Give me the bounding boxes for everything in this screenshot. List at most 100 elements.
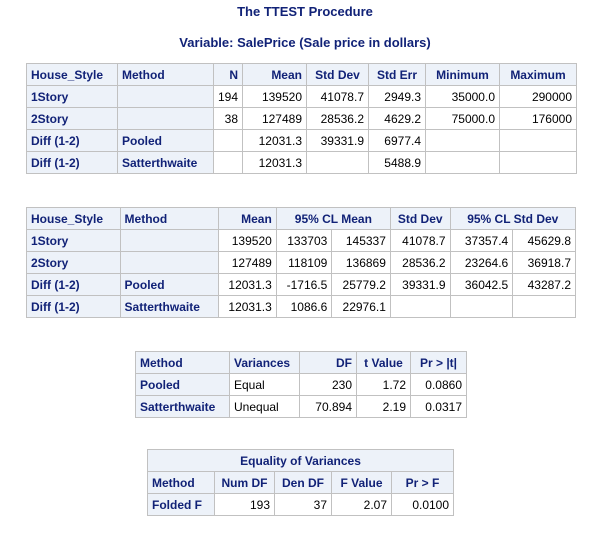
table-cell: Equal — [229, 373, 300, 396]
variable-title: Variable: SalePrice (Sale price in dolla… — [179, 35, 431, 50]
equality-of-variances-table: Equality of Variances Method Num DF Den … — [146, 449, 455, 516]
row-label: 2Story — [26, 251, 121, 274]
table-cell: 22976.1 — [331, 295, 391, 318]
table-cell: 5488.9 — [368, 151, 426, 174]
statistics-table: House_Style Method N Mean Std Dev Std Er… — [26, 63, 577, 174]
table-cell — [389, 295, 451, 318]
table-cell: 2.07 — [331, 493, 392, 516]
table-cell: 23264.6 — [449, 251, 514, 274]
row-method: Pooled — [117, 129, 214, 152]
table-cell: 36918.7 — [512, 251, 576, 274]
column-header: Mean — [242, 63, 307, 86]
table-cell — [499, 151, 577, 174]
table-cell: 37357.4 — [449, 229, 514, 252]
table-row: Diff (1-2) Satterthwaite 12031.3 5488.9 — [26, 151, 577, 174]
table-row: Diff (1-2) Pooled 12031.3 39331.9 6977.4 — [26, 129, 577, 152]
table-cell: 38 — [213, 107, 243, 130]
confidence-limits-table: House_Style Method Mean 95% CL Mean Std … — [26, 207, 577, 318]
table-cell: 6977.4 — [368, 129, 426, 152]
table-cell: 136869 — [331, 251, 391, 274]
table-cell: 12031.3 — [218, 295, 277, 318]
table-cell: 2949.3 — [368, 85, 426, 108]
row-label: 1Story — [26, 85, 118, 108]
table-cell: 139520 — [242, 85, 307, 108]
row-method — [117, 85, 214, 108]
table-cell: 0.0860 — [410, 373, 467, 396]
table-header-row: Method Variances DF t Value Pr > |t| — [135, 351, 467, 374]
table-row: Satterthwaite Unequal 70.894 2.19 0.0317 — [135, 395, 467, 418]
table-row: 1Story 139520 133703 145337 41078.7 3735… — [26, 229, 576, 252]
table-row: Pooled Equal 230 1.72 0.0860 — [135, 373, 467, 396]
column-header: Method — [135, 351, 230, 374]
table-cell: 37 — [274, 493, 332, 516]
table-cell: 1086.6 — [275, 295, 333, 318]
procedure-title: The TTEST Procedure — [237, 4, 373, 19]
row-method — [117, 107, 214, 130]
table-cell: 41078.7 — [389, 229, 451, 252]
table-title: Equality of Variances — [146, 449, 455, 472]
column-header: Mean — [218, 207, 277, 230]
row-label: 1Story — [26, 229, 121, 252]
row-method: Satterthwaite — [117, 151, 214, 174]
row-label: Pooled — [135, 373, 230, 396]
column-header: F Value — [331, 471, 392, 494]
row-label: 2Story — [26, 107, 118, 130]
table-row: 1Story 194 139520 41078.7 2949.3 35000.0… — [26, 85, 577, 108]
column-header: Variances — [229, 351, 300, 374]
column-header: Std Dev — [389, 207, 451, 230]
table-cell — [425, 129, 500, 152]
column-header: Maximum — [499, 63, 577, 86]
row-label: Satterthwaite — [135, 395, 230, 418]
column-header: Std Dev — [306, 63, 369, 86]
table-cell: 12031.3 — [218, 273, 277, 296]
table-row: Folded F 193 37 2.07 0.0100 — [147, 493, 455, 516]
table-cell: -1716.5 — [275, 273, 333, 296]
row-label: Diff (1-2) — [26, 295, 121, 318]
table-cell: 28536.2 — [306, 107, 369, 130]
row-method: Satterthwaite — [119, 295, 220, 318]
table-row: 2Story 38 127489 28536.2 4629.2 75000.0 … — [26, 107, 577, 130]
table-cell: 35000.0 — [425, 85, 500, 108]
column-header: Den DF — [274, 471, 332, 494]
table-row: Diff (1-2) Satterthwaite 12031.3 1086.6 … — [26, 295, 576, 318]
table-cell: 70.894 — [299, 395, 357, 418]
table-header-row: Method Num DF Den DF F Value Pr > F — [147, 471, 455, 494]
table-cell — [306, 151, 369, 174]
table-cell: 43287.2 — [512, 273, 576, 296]
row-label: Diff (1-2) — [26, 273, 121, 296]
table-header-row: House_Style Method Mean 95% CL Mean Std … — [26, 207, 577, 230]
column-header: DF — [299, 351, 357, 374]
row-label: Diff (1-2) — [26, 151, 118, 174]
table-cell: 290000 — [499, 85, 577, 108]
table-cell — [499, 129, 577, 152]
table-cell: 12031.3 — [242, 151, 307, 174]
column-header: House_Style — [26, 63, 118, 86]
table-cell: 28536.2 — [389, 251, 451, 274]
table-cell: 118109 — [275, 251, 333, 274]
row-label: Diff (1-2) — [26, 129, 118, 152]
column-header: Pr > F — [390, 471, 455, 494]
column-header: Pr > |t| — [410, 351, 467, 374]
row-method — [119, 229, 220, 252]
table-cell: 176000 — [499, 107, 577, 130]
column-header: N — [213, 63, 243, 86]
table-cell: Unequal — [229, 395, 300, 418]
table-cell: 139520 — [218, 229, 277, 252]
table-cell: 0.0317 — [410, 395, 467, 418]
table-cell: 194 — [213, 85, 243, 108]
column-header: Std Err — [368, 63, 426, 86]
table-cell: 127489 — [218, 251, 277, 274]
table-row: Diff (1-2) Pooled 12031.3 -1716.5 25779.… — [26, 273, 576, 296]
table-cell: 41078.7 — [306, 85, 369, 108]
row-method: Pooled — [119, 273, 220, 296]
table-cell — [449, 295, 514, 318]
row-label: Folded F — [147, 493, 215, 516]
table-cell — [213, 151, 243, 174]
table-row: 2Story 127489 118109 136869 28536.2 2326… — [26, 251, 576, 274]
table-cell: 4629.2 — [368, 107, 426, 130]
column-header: Minimum — [425, 63, 500, 86]
table-cell — [213, 129, 243, 152]
table-cell: 36042.5 — [449, 273, 514, 296]
table-cell: 0.0100 — [390, 493, 455, 516]
row-method — [119, 251, 220, 274]
